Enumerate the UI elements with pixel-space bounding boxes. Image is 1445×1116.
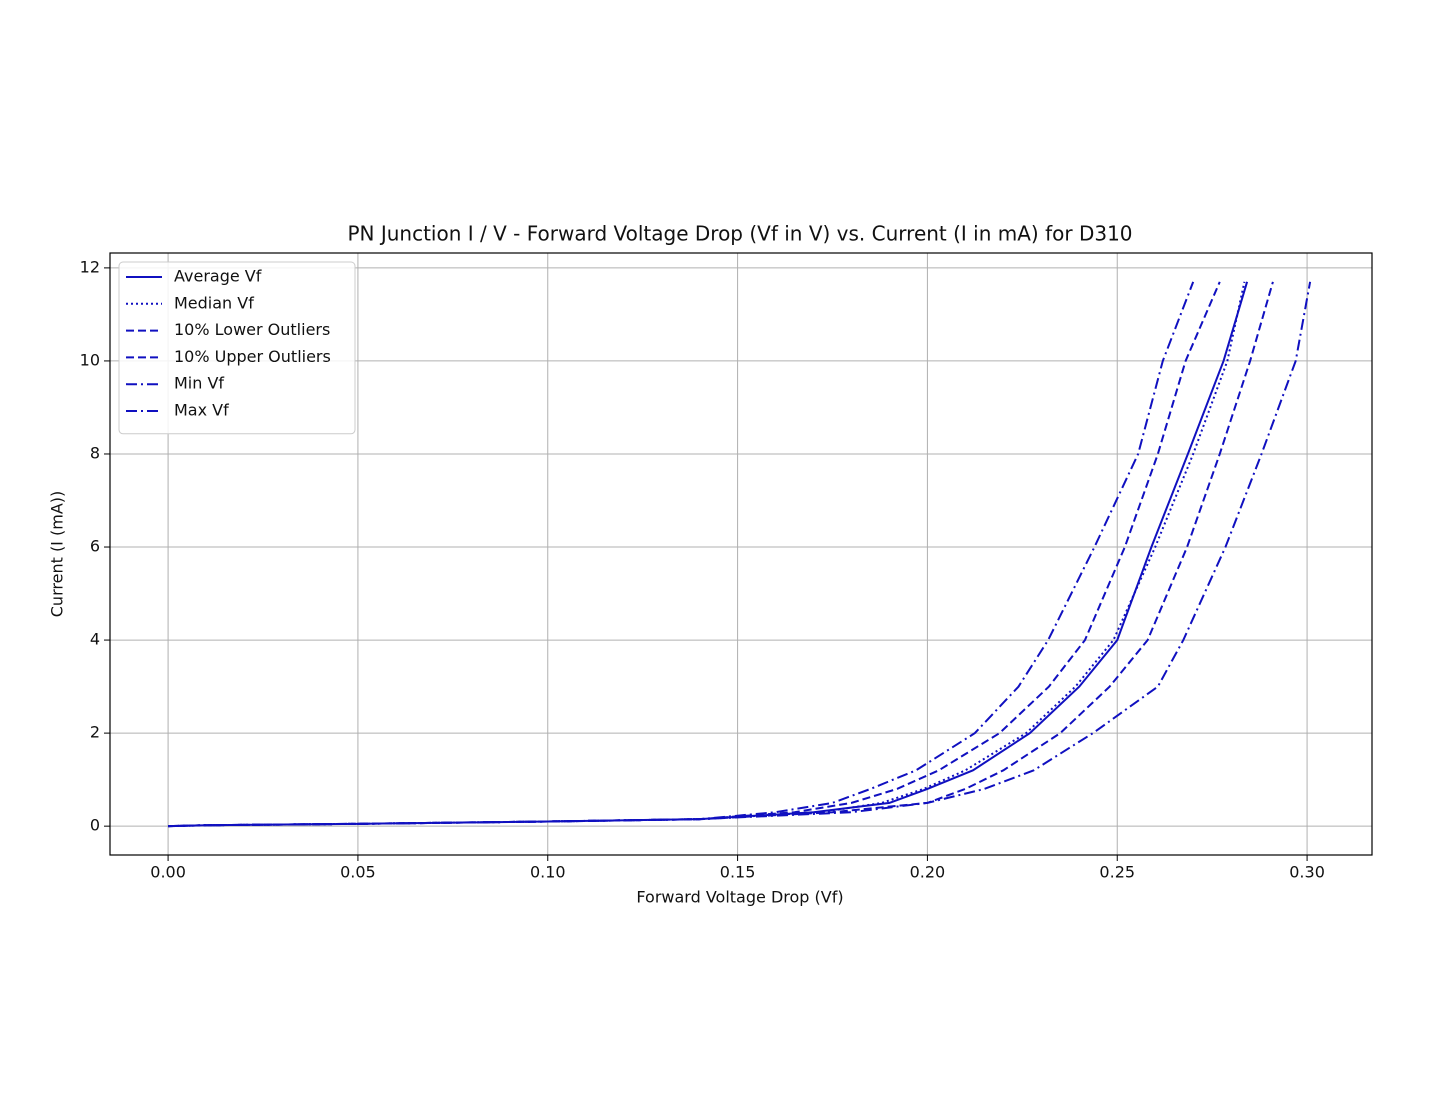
x-tick-label: 0.25 <box>1099 863 1135 882</box>
legend-label: Average Vf <box>174 267 262 286</box>
y-tick-label: 12 <box>80 257 100 276</box>
x-tick-label: 0.20 <box>910 863 946 882</box>
y-tick-label: 10 <box>80 350 100 369</box>
y-tick-label: 4 <box>90 630 100 649</box>
series-line <box>168 281 1195 828</box>
series-line <box>168 281 1249 828</box>
y-tick-label: 8 <box>90 443 100 462</box>
series-line <box>168 281 1274 828</box>
plot-frame <box>109 252 1373 856</box>
x-tick-label: 0.15 <box>720 863 756 882</box>
chart-title: PN Junction I / V - Forward Voltage Drop… <box>347 222 1132 246</box>
series-line <box>168 281 1246 828</box>
legend-label: Min Vf <box>174 374 224 393</box>
y-tick-label: 0 <box>90 816 100 835</box>
legend-label: Median Vf <box>174 293 254 312</box>
y-tick-label: 6 <box>90 537 100 556</box>
legend-label: 10% Lower Outliers <box>174 320 330 339</box>
x-tick-label: 0.30 <box>1289 863 1325 882</box>
y-tick-label: 2 <box>90 723 100 742</box>
series-line <box>168 281 1312 828</box>
legend-label: Max Vf <box>174 401 229 420</box>
y-axis-label: Current (I (mA)) <box>48 491 67 617</box>
x-tick-label: 0.10 <box>530 863 566 882</box>
legend-label: 10% Upper Outliers <box>174 347 331 366</box>
x-axis-label: Forward Voltage Drop (Vf) <box>636 888 843 907</box>
legend-box <box>118 261 356 435</box>
x-tick-label: 0.00 <box>150 863 186 882</box>
x-tick-label: 0.05 <box>340 863 376 882</box>
